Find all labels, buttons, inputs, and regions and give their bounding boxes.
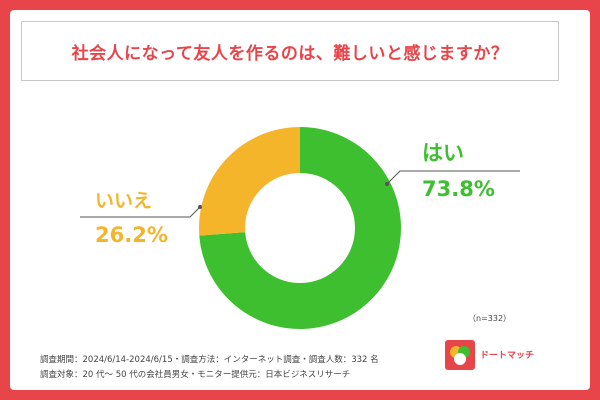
title-box: 社会人になって友人を作るのは、難しいと感じますか？	[21, 21, 559, 81]
leader-dot-no	[198, 205, 202, 209]
slice-label-no: いいえ	[95, 190, 152, 212]
survey-note-2: 調査対象：20 代～ 50 代の会社員男女・モニター提供元：日本ビジネスリサーチ	[40, 370, 351, 380]
survey-note-1: 調査期間：2024/6/14-2024/6/15・調査方法：インターネット調査・…	[40, 355, 379, 365]
slice-value-yes: 73.8%	[422, 177, 495, 201]
leader-line-no	[80, 206, 201, 218]
slice-value-no: 26.2%	[95, 223, 168, 247]
leader-dot-yes	[385, 182, 389, 186]
leader-line-yes	[386, 170, 520, 185]
sample-size-label: （n=332）	[468, 314, 512, 323]
brand-logo-icon	[445, 340, 475, 370]
donut-hole	[245, 173, 355, 283]
slice-label-yes: はい	[422, 141, 464, 165]
brand-name: ドートマッチ	[480, 351, 535, 361]
chart-title: 社会人になって友人を作るのは、難しいと感じますか？	[71, 43, 509, 64]
